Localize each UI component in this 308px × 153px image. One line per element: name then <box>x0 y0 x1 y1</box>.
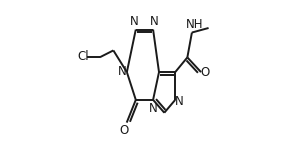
Text: N: N <box>150 15 159 28</box>
Text: Cl: Cl <box>77 50 89 63</box>
Text: O: O <box>119 124 128 137</box>
Text: N: N <box>130 15 139 28</box>
Text: N: N <box>175 95 184 108</box>
Text: N: N <box>118 65 126 78</box>
Text: O: O <box>201 66 210 79</box>
Text: N: N <box>149 102 157 115</box>
Text: NH: NH <box>185 19 203 32</box>
